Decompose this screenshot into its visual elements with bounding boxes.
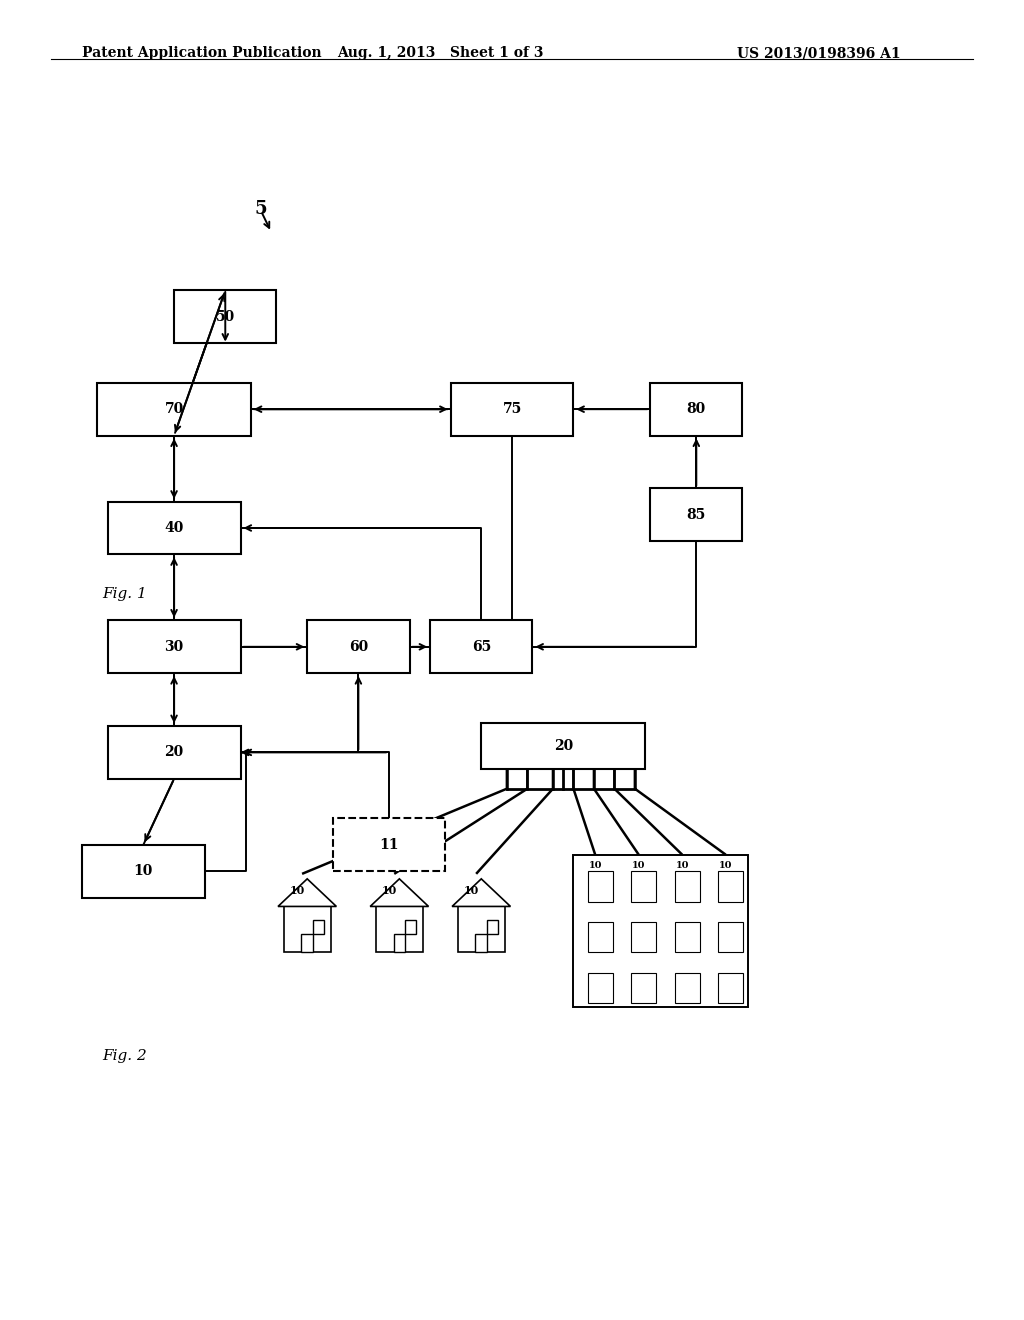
Text: 65: 65: [472, 640, 490, 653]
FancyBboxPatch shape: [650, 488, 742, 541]
Text: 10: 10: [290, 886, 305, 896]
FancyBboxPatch shape: [430, 620, 532, 673]
Text: Fig. 1: Fig. 1: [102, 587, 147, 602]
Text: Fig. 2: Fig. 2: [102, 1049, 147, 1064]
FancyBboxPatch shape: [313, 920, 324, 935]
FancyBboxPatch shape: [481, 722, 645, 768]
FancyBboxPatch shape: [284, 907, 331, 952]
Text: 5: 5: [255, 199, 267, 218]
Text: Aug. 1, 2013   Sheet 1 of 3: Aug. 1, 2013 Sheet 1 of 3: [337, 46, 544, 61]
FancyBboxPatch shape: [82, 845, 205, 898]
Polygon shape: [371, 879, 428, 907]
FancyBboxPatch shape: [307, 620, 410, 673]
FancyBboxPatch shape: [301, 935, 313, 952]
FancyBboxPatch shape: [718, 871, 743, 902]
FancyBboxPatch shape: [631, 921, 656, 953]
Text: 10: 10: [382, 886, 397, 896]
FancyBboxPatch shape: [650, 383, 742, 436]
FancyBboxPatch shape: [333, 818, 445, 871]
FancyBboxPatch shape: [675, 973, 700, 1003]
Text: 10: 10: [589, 861, 602, 870]
FancyBboxPatch shape: [174, 290, 276, 343]
FancyBboxPatch shape: [573, 855, 748, 1006]
FancyBboxPatch shape: [718, 973, 743, 1003]
Polygon shape: [453, 879, 510, 907]
FancyBboxPatch shape: [588, 921, 613, 953]
FancyBboxPatch shape: [588, 973, 613, 1003]
Text: 75: 75: [503, 403, 521, 416]
FancyBboxPatch shape: [393, 935, 406, 952]
Text: Patent Application Publication: Patent Application Publication: [82, 46, 322, 61]
Text: 80: 80: [687, 403, 706, 416]
FancyBboxPatch shape: [631, 973, 656, 1003]
FancyBboxPatch shape: [631, 871, 656, 902]
Text: 40: 40: [165, 521, 183, 535]
FancyBboxPatch shape: [108, 502, 241, 554]
FancyBboxPatch shape: [376, 907, 423, 952]
Text: 60: 60: [349, 640, 368, 653]
FancyBboxPatch shape: [108, 620, 241, 673]
FancyBboxPatch shape: [475, 935, 487, 952]
FancyBboxPatch shape: [97, 383, 251, 436]
FancyBboxPatch shape: [451, 383, 573, 436]
Text: 70: 70: [165, 403, 183, 416]
Text: 20: 20: [165, 746, 183, 759]
Text: 10: 10: [632, 861, 645, 870]
Text: 10: 10: [719, 861, 732, 870]
FancyBboxPatch shape: [675, 921, 700, 953]
Text: 85: 85: [687, 508, 706, 521]
Text: 11: 11: [379, 838, 399, 851]
FancyBboxPatch shape: [108, 726, 241, 779]
FancyBboxPatch shape: [675, 871, 700, 902]
FancyBboxPatch shape: [487, 920, 498, 935]
Text: 10: 10: [676, 861, 689, 870]
Text: 10: 10: [464, 886, 479, 896]
Text: 20: 20: [554, 739, 572, 752]
FancyBboxPatch shape: [718, 921, 743, 953]
FancyBboxPatch shape: [406, 920, 416, 935]
Polygon shape: [278, 879, 336, 907]
Text: 50: 50: [216, 310, 234, 323]
Text: US 2013/0198396 A1: US 2013/0198396 A1: [737, 46, 901, 61]
FancyBboxPatch shape: [458, 907, 505, 952]
Text: 30: 30: [165, 640, 183, 653]
FancyBboxPatch shape: [588, 871, 613, 902]
Text: 10: 10: [134, 865, 153, 878]
